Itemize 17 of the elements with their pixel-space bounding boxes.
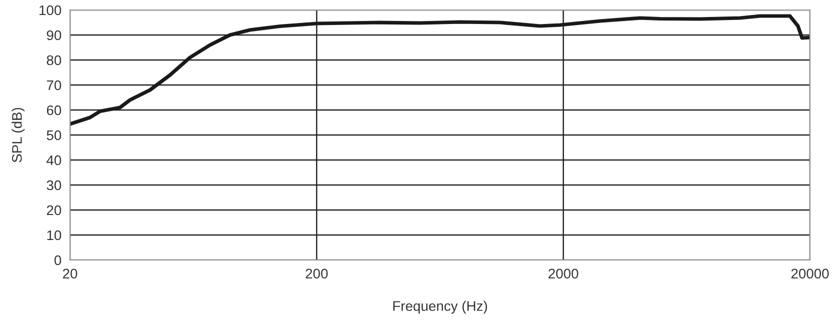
- y-tick-label: 70: [46, 80, 62, 90]
- y-tick-label: 100: [40, 5, 62, 16]
- y-axis-title: SPL (dB): [12, 108, 25, 162]
- y-tick-label: 30: [46, 180, 62, 190]
- y-tick-label: 20: [46, 205, 62, 216]
- y-tick-label: 50: [46, 130, 62, 140]
- x-tick-label: 200: [306, 268, 328, 279]
- y-tick-label: 60: [46, 105, 62, 116]
- y-tick-label: 0: [54, 255, 62, 266]
- x-tick-label: 20000: [791, 268, 829, 279]
- x-tick-label: 2000: [548, 268, 578, 279]
- x-axis-title: Frequency (Hz): [393, 300, 487, 314]
- x-tick-label: 20: [62, 268, 78, 279]
- y-tick-label: 90: [46, 30, 62, 40]
- y-tick-label: 10: [47, 230, 62, 240]
- y-tick-label: 40: [46, 155, 62, 166]
- y-tick-label: 80: [46, 55, 62, 66]
